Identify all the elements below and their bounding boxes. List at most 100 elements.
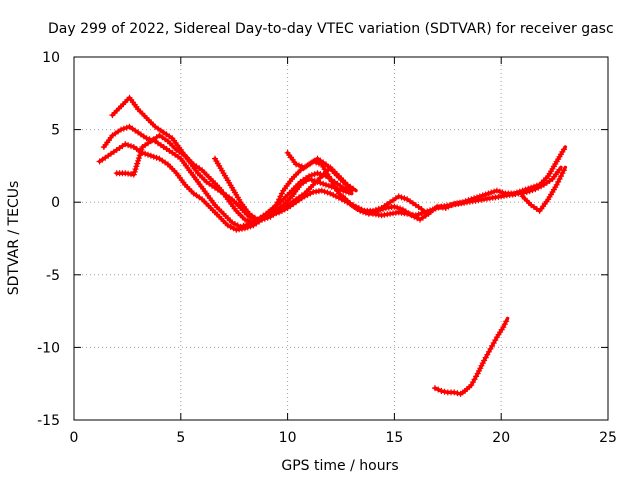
plot-border: [73, 56, 609, 421]
y-tick-label: 0: [51, 195, 60, 211]
data-point: [441, 388, 448, 395]
data-point: [315, 160, 322, 167]
data-point: [357, 207, 364, 214]
data-point: [374, 207, 381, 214]
data-point: [250, 219, 257, 226]
data-point: [395, 193, 402, 200]
y-tick-label: 10: [42, 50, 60, 66]
data-point: [533, 182, 540, 189]
y-tick-label: 5: [51, 123, 60, 139]
data-point: [482, 191, 489, 198]
x-tick-label: 15: [385, 430, 403, 446]
data-point: [241, 216, 248, 223]
data-point: [377, 206, 384, 213]
data-point: [118, 126, 124, 133]
x-tick-label: 25: [599, 430, 617, 446]
data-point: [468, 196, 475, 203]
data-point: [499, 189, 506, 196]
data-point: [135, 157, 142, 164]
x-tick-label: 20: [492, 430, 510, 446]
data-point: [474, 194, 480, 201]
y-tick-label: -5: [46, 268, 60, 284]
data-point: [306, 176, 312, 182]
data-point: [150, 153, 157, 160]
data-point: [314, 170, 321, 177]
data-point: [462, 198, 469, 205]
data-point: [137, 149, 144, 156]
data-point: [125, 142, 132, 149]
x-tick-label: 0: [70, 430, 79, 446]
data-point: [371, 208, 378, 215]
data-point: [343, 188, 349, 195]
data-point: [491, 188, 498, 195]
data-point: [451, 389, 458, 396]
tick-labels: 0 5 10 15 20 25 -15 -10 -5 0 5 10: [37, 50, 617, 446]
data-point: [142, 150, 149, 157]
data-point: [308, 176, 315, 183]
data-point: [321, 188, 328, 195]
data-point: [153, 154, 160, 161]
data-point: [147, 152, 154, 159]
data-point: [435, 386, 442, 393]
data-point: [555, 178, 562, 185]
data-point: [432, 385, 438, 392]
x-tick-label: 5: [176, 430, 185, 446]
data-point: [240, 222, 247, 229]
data-point: [143, 135, 150, 142]
data-point: [454, 390, 461, 397]
data-point: [528, 184, 535, 191]
data-point: [476, 193, 483, 200]
x-axis-label: GPS time / hours: [281, 458, 398, 474]
y-tick-label: -15: [37, 413, 60, 429]
data-point: [318, 187, 325, 194]
y-tick-label: -10: [37, 340, 60, 356]
series-trace-8: [519, 165, 568, 214]
data-point: [313, 159, 320, 166]
data-point: [365, 210, 372, 217]
data-point: [310, 158, 317, 165]
data-point: [459, 199, 466, 206]
data-point: [130, 171, 137, 178]
data-point: [298, 163, 305, 170]
data-point: [264, 214, 271, 221]
data-point: [346, 185, 353, 192]
data-point: [479, 192, 486, 199]
data-point: [135, 155, 142, 162]
data-point: [362, 209, 369, 216]
grid-lines: [74, 57, 608, 420]
data-point: [296, 162, 302, 169]
data-point: [145, 151, 151, 158]
chart-title: Day 299 of 2022, Sidereal Day-to-day VTE…: [48, 21, 614, 37]
data-point: [397, 205, 404, 212]
data-point: [525, 185, 532, 192]
data-point: [380, 206, 386, 212]
data-point: [133, 163, 140, 170]
data-point: [311, 171, 318, 178]
data-point: [522, 186, 529, 193]
data-point: [324, 189, 331, 196]
data-point: [123, 124, 130, 131]
data-point: [471, 195, 478, 202]
series-trace-9: [432, 316, 510, 397]
data-point: [488, 189, 495, 196]
data-point: [394, 204, 401, 211]
data-point: [418, 206, 425, 212]
y-axis-label: SDTVAR / TECUs: [6, 181, 22, 296]
data-point: [340, 187, 347, 194]
data-point: [244, 217, 251, 224]
data-point: [320, 180, 327, 187]
data-point: [560, 167, 567, 174]
data-point: [247, 218, 254, 225]
data-point: [398, 194, 405, 201]
data-point: [360, 208, 367, 215]
data-point: [368, 209, 375, 216]
data-point: [128, 143, 134, 150]
data-point: [560, 146, 567, 153]
data-point: [138, 146, 145, 153]
data-point: [134, 160, 141, 167]
data-point: [243, 221, 250, 228]
data-point: [345, 189, 352, 196]
data-point: [516, 188, 523, 195]
